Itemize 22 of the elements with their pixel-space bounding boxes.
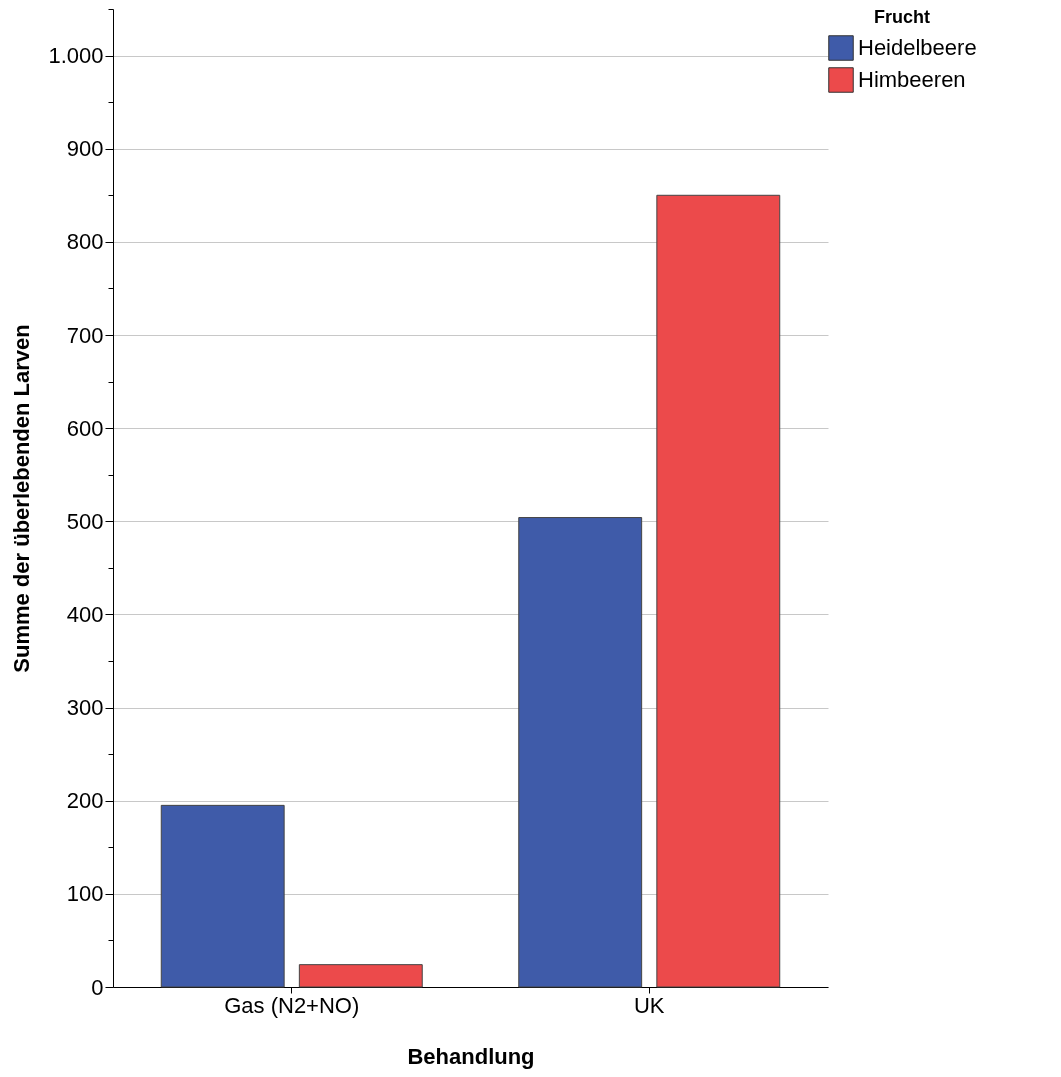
legend-label: Himbeeren — [858, 67, 966, 92]
bar — [656, 194, 781, 988]
y-tick-label: 500 — [66, 508, 104, 534]
y-tick-label: 900 — [66, 136, 104, 162]
bar — [298, 964, 423, 988]
bar — [518, 517, 643, 988]
y-tick-label: 200 — [66, 788, 104, 814]
y-tick-label: 600 — [66, 415, 104, 441]
bar — [160, 804, 285, 988]
legend-title: Frucht — [874, 7, 930, 27]
y-tick-label: 100 — [66, 881, 104, 907]
y-tick-label: 300 — [66, 695, 104, 721]
x-axis-title: Behandlung — [407, 1043, 535, 1069]
y-tick-label: 800 — [66, 229, 104, 255]
y-tick-label: 400 — [66, 601, 104, 627]
x-tick-label: UK — [633, 992, 665, 1018]
legend-label: Heidelbeere — [858, 35, 977, 60]
y-tick-label: 700 — [66, 322, 104, 348]
y-tick-label: 0 — [91, 974, 104, 1000]
y-axis-title: Summe der überlebenden Larven — [9, 324, 35, 673]
y-tick-label: 1.000 — [48, 43, 104, 69]
x-tick-label: Gas (N2+NO) — [224, 992, 360, 1018]
